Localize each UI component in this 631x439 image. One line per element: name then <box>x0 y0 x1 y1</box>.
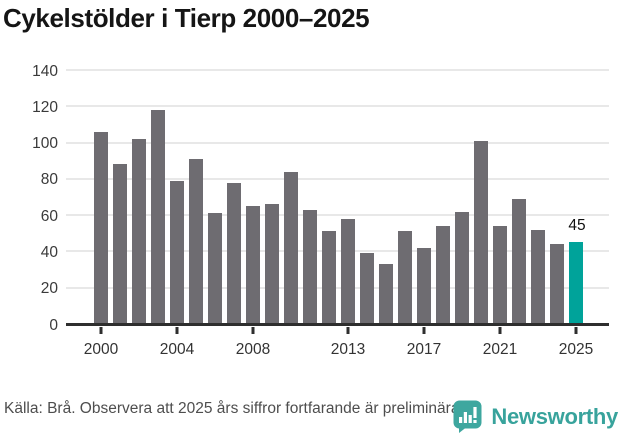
x-tick-label-2017: 2017 <box>406 341 442 358</box>
bar-2021 <box>493 226 507 324</box>
bar-2006 <box>208 213 222 324</box>
bar-2016 <box>398 231 412 324</box>
y-tick-label-60: 60 <box>40 207 58 225</box>
bar-2014 <box>360 253 374 324</box>
x-tick-label-2013: 2013 <box>330 341 366 358</box>
x-tick-2021 <box>498 327 502 334</box>
gridline-100 <box>66 141 609 144</box>
x-tick-label-2000: 2000 <box>83 341 119 358</box>
bar-2002 <box>132 138 146 324</box>
x-tick-2025 <box>574 327 578 334</box>
bar-2007 <box>227 182 241 324</box>
bar-2008 <box>246 206 260 324</box>
gridline-20 <box>66 286 609 289</box>
gridline-120 <box>66 105 609 108</box>
bar-series: 45 <box>94 71 586 324</box>
x-tick-2008 <box>251 327 255 334</box>
gridline-80 <box>66 177 609 180</box>
bar-2025 <box>569 242 583 324</box>
y-tick-label-80: 80 <box>40 171 58 189</box>
x-axis-line <box>66 323 609 326</box>
gridline-60 <box>66 214 609 217</box>
y-tick-label-0: 0 <box>49 316 58 334</box>
source-note: Källa: Brå. Observera att 2025 års siffr… <box>4 400 464 417</box>
chart-title: Cykelstölder i Tierp 2000–2025 <box>3 3 370 33</box>
bar-2009 <box>265 204 279 324</box>
bar-2004 <box>170 180 184 324</box>
gridline-140 <box>66 69 609 71</box>
bar-2024 <box>550 244 564 324</box>
bar-chart-plot-area: 45 2000 2004 2008 2013 2017 2021 2025 <box>66 69 609 358</box>
bar-2017 <box>417 247 431 324</box>
bar-value-label: 45 <box>568 216 586 234</box>
y-tick-label-120: 120 <box>32 98 58 116</box>
y-tick-label-140: 140 <box>32 62 58 80</box>
newsworthy-wordmark: Newsworthy <box>491 403 618 429</box>
bar-2020 <box>474 140 488 324</box>
x-tick-2013 <box>346 327 350 334</box>
gridline-40 <box>66 250 609 253</box>
x-tick-2017 <box>422 327 426 334</box>
bar-2005 <box>189 158 203 324</box>
bar-2001 <box>113 164 127 324</box>
bar-2015 <box>379 264 393 324</box>
bar-2013 <box>341 218 355 324</box>
footer: Källa: Brå. Observera att 2025 års siffr… <box>0 399 631 439</box>
bar-2012 <box>322 231 336 324</box>
x-tick-label-2008: 2008 <box>235 341 271 358</box>
bar-2003 <box>151 109 165 324</box>
newsworthy-logo-icon <box>453 400 482 433</box>
x-axis-ticks: 2000 2004 2008 2013 2017 2021 2025 <box>84 325 593 358</box>
newsworthy-logo[interactable]: Newsworthy <box>453 400 618 433</box>
x-tick-2000 <box>99 327 103 334</box>
x-tick-label-2004: 2004 <box>159 341 195 358</box>
bar-2023 <box>531 229 545 324</box>
bar-2011 <box>303 209 317 324</box>
y-tick-label-100: 100 <box>32 134 58 152</box>
y-axis-labels: 0 20 40 60 80 100 120 140 <box>0 63 58 332</box>
bar-2019 <box>455 211 469 324</box>
bar-2000 <box>94 131 108 324</box>
x-tick-2004 <box>175 327 179 334</box>
x-tick-label-2021: 2021 <box>482 341 518 358</box>
bar-2022 <box>512 198 526 324</box>
x-tick-label-2025: 2025 <box>558 341 594 358</box>
bar-2018 <box>436 226 450 324</box>
y-tick-label-40: 40 <box>40 243 58 261</box>
y-tick-label-20: 20 <box>40 279 58 297</box>
bar-2010 <box>284 171 298 324</box>
